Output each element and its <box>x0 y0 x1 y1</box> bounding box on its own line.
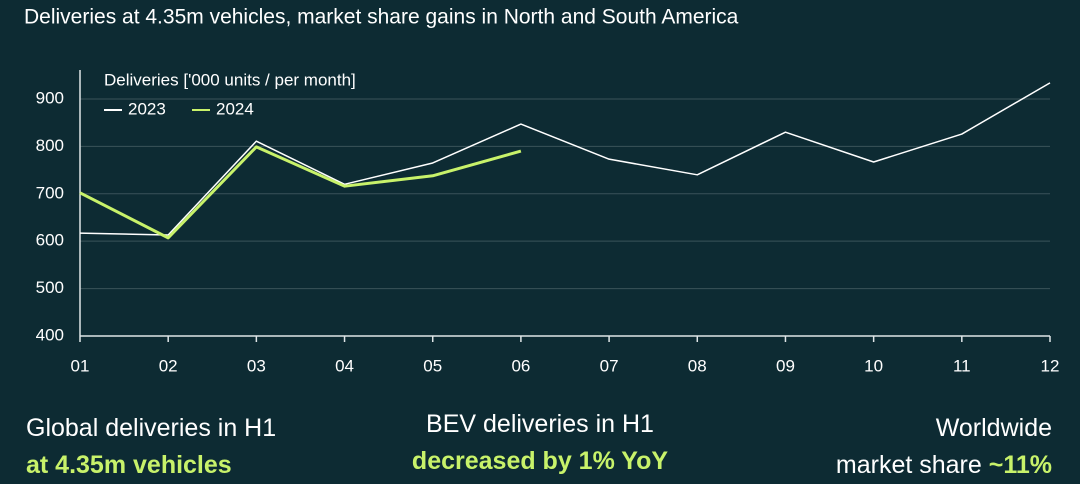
chart: Deliveries at 4.35m vehicles, market sha… <box>24 6 1060 376</box>
y-tick-label: 800 <box>36 136 64 155</box>
y-tick-label: 700 <box>36 183 64 202</box>
x-tick-label: 04 <box>335 356 354 375</box>
x-tick-label: 12 <box>1041 356 1060 375</box>
stat-value: decreased by 1% YoY <box>411 447 669 475</box>
stat-label: Worldwide <box>935 414 1052 442</box>
x-tick-label: 02 <box>159 356 178 375</box>
stat-label: market share <box>835 451 982 479</box>
x-tick-label: 05 <box>423 356 442 375</box>
x-tick-label: 11 <box>953 356 971 375</box>
x-tick-label: 07 <box>600 356 619 375</box>
line-series <box>79 145 522 240</box>
y-tick-label: 900 <box>36 88 64 107</box>
chart-subtitle: Deliveries at 4.35m vehicles, market sha… <box>24 6 739 29</box>
line-series <box>79 82 1051 236</box>
x-tick-label: 01 <box>71 356 90 375</box>
x-tick-label: 06 <box>511 356 530 375</box>
legend-title: Deliveries ['000 units / per month] <box>104 70 356 89</box>
legend-label: 2023 <box>128 99 166 118</box>
stat: Worldwide market share ~11% <box>836 410 1052 484</box>
legend-label: 2024 <box>216 99 254 118</box>
stat-label: Global deliveries in H1 <box>26 414 277 442</box>
stat: BEV deliveries in H1 decreased by 1% YoY <box>340 406 740 480</box>
x-tick-label: 09 <box>776 356 795 375</box>
y-tick-label: 400 <box>36 325 64 344</box>
stat: Global deliveries in H1 at 4.35m vehicle… <box>26 410 276 484</box>
stat-label: BEV deliveries in H1 <box>426 410 654 438</box>
x-tick-label: 10 <box>864 356 883 375</box>
x-tick-label: 03 <box>247 356 266 375</box>
y-tick-label: 500 <box>36 278 64 297</box>
y-tick-label: 600 <box>36 231 64 250</box>
stat-value: at 4.35m vehicles <box>26 451 232 479</box>
stat-value: ~11% <box>988 451 1052 479</box>
x-tick-label: 08 <box>688 356 707 375</box>
